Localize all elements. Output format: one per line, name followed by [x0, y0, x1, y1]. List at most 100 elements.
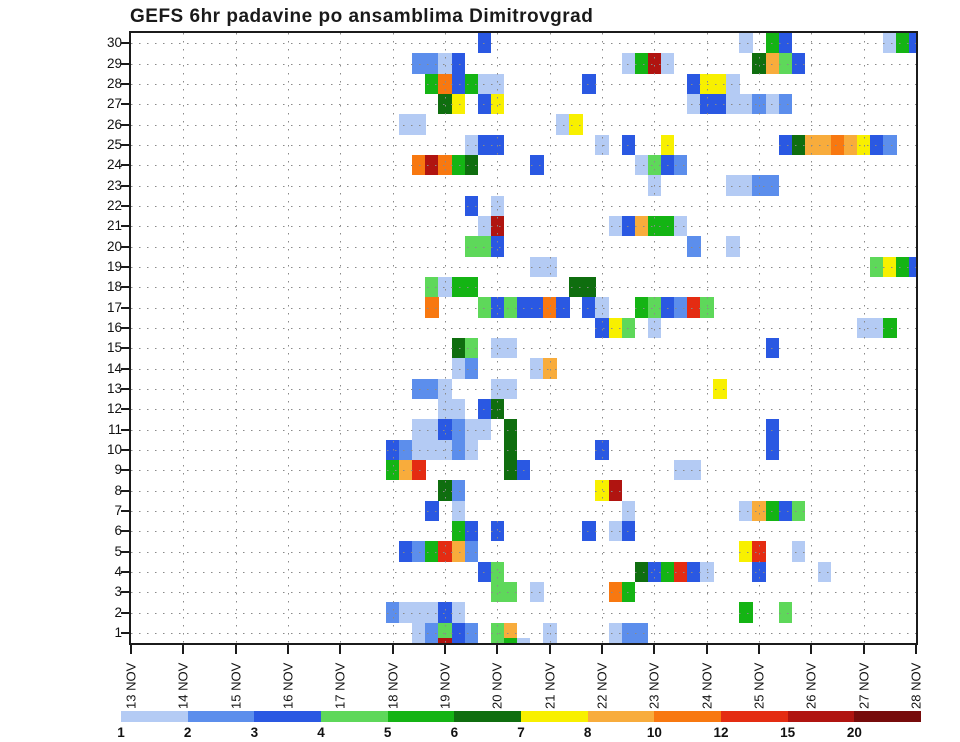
precip-cell-member17-slot27	[477, 297, 492, 318]
gridline-row-2	[131, 612, 916, 614]
y-tick-member-27	[121, 103, 129, 106]
y-label-member-22: 22	[106, 197, 122, 213]
precip-cell-member20-slot26	[464, 236, 479, 257]
gridline-row-19	[131, 266, 916, 268]
chart-title: GEFS 6hr padavine po ansamblima Dimitrov…	[130, 6, 594, 27]
x-label-13NOV: 13 NOV	[123, 662, 139, 709]
colorbar-label-6: 6	[450, 725, 459, 740]
gridline-row-27	[131, 104, 916, 106]
precip-cell-member16-slot37	[608, 317, 622, 338]
y-label-member-19: 19	[106, 258, 122, 274]
precip-cell-member5-slot47	[739, 541, 753, 562]
y-tick-member-8	[121, 489, 129, 492]
colorbar-segment-3	[254, 711, 321, 722]
precip-cell-member11-slot23	[425, 419, 439, 440]
precip-cell-member25-slot26	[464, 134, 479, 155]
precip-cell-member2-slot50	[778, 602, 793, 623]
y-label-member-6: 6	[114, 523, 122, 539]
gridline-row-8	[131, 490, 916, 492]
precip-cell-member29-slot51	[791, 53, 806, 74]
precip-cell-member10-slot29	[503, 439, 518, 460]
precip-cell-member23-slot46	[726, 175, 740, 196]
gridline-row-11	[131, 429, 916, 431]
y-label-member-17: 17	[106, 299, 122, 315]
gridline-row-30	[131, 43, 916, 45]
gridline-row-23	[131, 185, 916, 187]
precip-cell-member17-slot43	[687, 297, 701, 318]
x-tick-17NOV	[339, 645, 342, 654]
precip-cell-member11-slot25	[451, 419, 465, 440]
x-tick-28NOV	[915, 645, 917, 654]
precip-cell-member4-slot42	[673, 561, 688, 582]
y-label-member-21: 21	[106, 218, 122, 234]
y-tick-member-24	[121, 164, 129, 167]
precip-cell-member5-slot23	[425, 541, 439, 562]
precip-cell-member2-slot47	[739, 602, 753, 623]
y-tick-member-4	[121, 570, 129, 573]
gridline-row-18	[131, 287, 916, 289]
y-tick-member-29	[121, 62, 129, 65]
y-tick-member-15	[121, 347, 129, 350]
precip-cell-member10-slot23	[425, 439, 439, 460]
precip-cell-member4-slot41	[660, 561, 675, 582]
gridline-day-16NOV	[288, 33, 289, 643]
precip-cell-member25-slot53	[817, 134, 832, 155]
precip-cell-member7-slot25	[451, 500, 465, 521]
y-tick-member-30	[121, 42, 129, 45]
precip-cell-member7-slot38	[621, 500, 636, 521]
precip-cell-member25-slot58	[883, 134, 897, 155]
precip-cell-member25-slot27	[477, 134, 492, 155]
plot-area	[129, 31, 918, 645]
y-label-member-18: 18	[106, 279, 122, 295]
y-label-member-3: 3	[114, 584, 122, 600]
precip-cell-member25-slot51	[791, 134, 806, 155]
precip-cell-member11-slot27	[477, 419, 492, 440]
precip-cell-member28-slot43	[687, 73, 701, 94]
precip-cell-member0-slot29	[503, 638, 518, 643]
precip-cell-member17-slot42	[673, 297, 688, 318]
colorbar-label-2: 2	[183, 725, 192, 740]
colorbar-label-12: 12	[713, 725, 729, 740]
precip-cell-member26-slot33	[556, 114, 570, 135]
y-tick-member-13	[121, 387, 129, 390]
gridline-row-20	[131, 246, 916, 248]
gridline-day-26NOV	[811, 33, 813, 643]
gridline-day-14NOV	[183, 33, 185, 643]
x-label-28NOV: 28 NOV	[908, 662, 924, 709]
y-label-member-24: 24	[106, 157, 122, 173]
y-tick-member-14	[121, 367, 129, 370]
precip-cell-member1-slot22	[412, 622, 426, 643]
colorbar-label-1: 1	[117, 725, 125, 740]
precip-cell-member23-slot49	[765, 175, 779, 196]
precip-cell-member7-slot23	[425, 500, 439, 521]
precip-cell-member29-slot39	[634, 53, 649, 74]
precip-cell-member1-slot39	[634, 622, 649, 643]
precip-cell-member26-slot21	[399, 114, 413, 135]
x-label-22NOV: 22 NOV	[594, 662, 610, 709]
precip-cell-member5-slot22	[412, 541, 426, 562]
y-label-member-1: 1	[114, 624, 122, 640]
precip-cell-member11-slot22	[412, 419, 426, 440]
precip-cell-member29-slot25	[451, 53, 465, 74]
colorbar-label-10: 10	[646, 725, 662, 740]
gridline-row-9	[131, 470, 916, 472]
y-label-member-12: 12	[106, 401, 122, 417]
precip-cell-member1-slot25	[451, 622, 465, 643]
precip-cell-member8-slot25	[451, 480, 465, 501]
colorbar-segment-5	[387, 711, 455, 722]
precip-cell-member28-slot46	[726, 73, 740, 94]
gridline-row-5	[131, 551, 916, 553]
precip-cell-member25-slot55	[844, 134, 858, 155]
precip-cell-member1-slot29	[503, 622, 518, 643]
colorbar-label-5: 5	[383, 725, 392, 740]
y-label-member-30: 30	[106, 35, 122, 51]
plot-canvas	[131, 33, 916, 643]
x-tick-15NOV	[234, 645, 237, 654]
gridline-row-14	[131, 368, 916, 370]
precip-cell-member4-slot27	[477, 561, 492, 582]
y-label-member-27: 27	[106, 96, 122, 112]
y-tick-member-12	[121, 408, 129, 411]
y-label-member-28: 28	[106, 75, 122, 91]
y-tick-member-17	[121, 306, 129, 309]
